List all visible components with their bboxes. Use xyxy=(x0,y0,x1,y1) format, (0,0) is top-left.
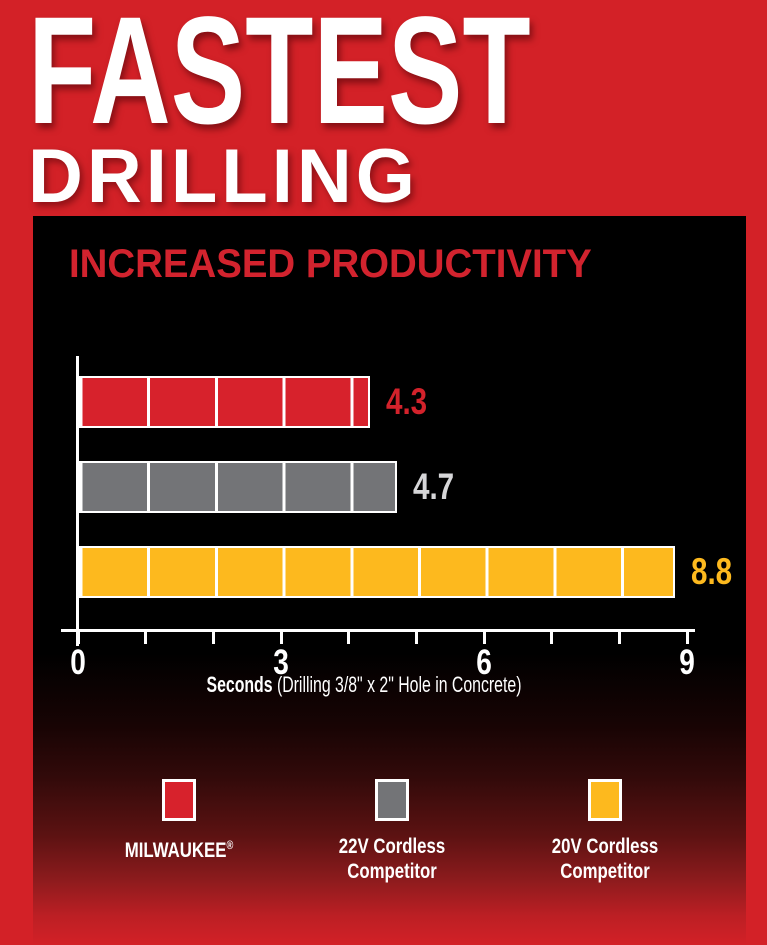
x-axis-tick-9 xyxy=(685,629,689,644)
bar-value-text: 4.3 xyxy=(386,381,428,422)
legend-label-text: 22V Cordless Competitor xyxy=(338,835,446,883)
legend-label-0: MILWAUKEE® xyxy=(59,834,299,863)
legend-swatch-2 xyxy=(588,779,622,821)
x-axis-caption-bold: Seconds xyxy=(206,672,273,697)
x-axis-tick-3 xyxy=(279,629,283,644)
x-axis-tick-7 xyxy=(550,629,554,644)
x-tick-label-9: 9 xyxy=(642,645,732,681)
x-tick-label-text: 3 xyxy=(273,643,289,682)
x-tick-label-3: 3 xyxy=(236,645,326,681)
legend-swatch-1 xyxy=(375,779,409,821)
x-axis-caption: Seconds (Drilling 3/8" x 2" Hole in Conc… xyxy=(59,672,669,697)
legend-label-text: MILWAUKEE® xyxy=(124,839,234,862)
x-axis-line xyxy=(61,629,695,632)
legend-swatch-0 xyxy=(162,779,196,821)
header-title-primary: FASTEST xyxy=(28,0,531,156)
x-axis-caption-rest: (Drilling 3/8" x 2" Hole in Concrete) xyxy=(272,672,522,697)
x-tick-label-0: 0 xyxy=(33,645,123,681)
bar-value-text: 8.8 xyxy=(691,551,733,592)
x-axis-tick-2 xyxy=(211,629,215,644)
x-tick-label-text: 0 xyxy=(70,643,86,682)
bar-chart: 0 3 6 9 4.3 4.7 8.8 MILWAUKEE® 22V Cordless Compe… xyxy=(33,216,746,945)
x-axis-tick-8 xyxy=(618,629,622,644)
bar-0 xyxy=(79,376,370,428)
bar-value-label-1: 4.7 xyxy=(413,467,464,507)
x-axis-tick-4 xyxy=(347,629,351,644)
x-tick-label-text: 9 xyxy=(679,643,696,682)
bar-value-text: 4.7 xyxy=(413,466,455,507)
legend-label-1: 22V Cordless Competitor xyxy=(272,834,512,884)
x-axis-tick-1 xyxy=(144,629,148,644)
chart-heading: INCREASED PRODUCTIVITY xyxy=(69,242,592,286)
bar-1 xyxy=(79,461,397,513)
x-axis-tick-6 xyxy=(482,629,486,644)
chart-panel: INCREASED PRODUCTIVITY 0 3 6 9 4.3 4.7 8.8 MILW… xyxy=(33,216,746,945)
legend-label-2: 20V Cordless Competitor xyxy=(485,834,725,884)
bar-value-label-2: 8.8 xyxy=(691,552,742,592)
x-axis-tick-5 xyxy=(415,629,418,644)
x-tick-label-text: 6 xyxy=(476,643,492,682)
x-axis-tick-0 xyxy=(76,629,80,644)
x-tick-label-6: 6 xyxy=(439,645,529,681)
header-title-secondary: DRILLING xyxy=(28,134,419,219)
bar-2 xyxy=(79,546,675,598)
bar-value-label-0: 4.3 xyxy=(386,382,437,422)
y-axis-line xyxy=(76,356,79,646)
legend-label-text: 20V Cordless Competitor xyxy=(551,835,659,883)
